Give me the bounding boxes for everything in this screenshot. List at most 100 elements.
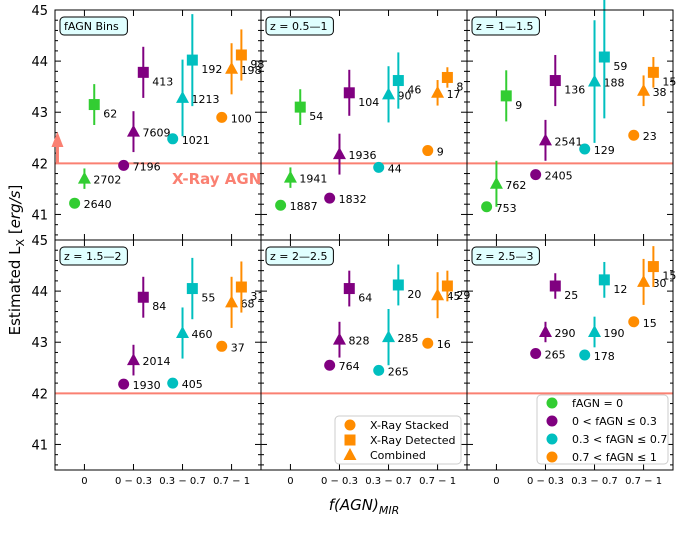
legend-stacked-label: X-Ray Stacked (370, 419, 449, 432)
point-label: 59 (613, 60, 627, 73)
detected-point (500, 90, 512, 102)
stacked-point (422, 337, 434, 349)
point-label: 1021 (182, 134, 210, 147)
legend-color-label: 0 < fAGN ≤ 0.3 (572, 415, 657, 428)
detected-point (186, 283, 198, 295)
detected-point (549, 75, 561, 87)
point-label: 7196 (133, 160, 161, 173)
stacked-point (579, 349, 591, 361)
detected-point (598, 274, 610, 286)
legend-color-label: 0.7 < fAGN ≤ 1 (572, 451, 657, 464)
panel-title: z = 0.5—1 (270, 20, 327, 33)
x-tick-label: 0.7 − 1 (213, 476, 250, 487)
combined-point (538, 325, 552, 337)
x-tick-label: 0.3 − 0.7 (159, 476, 206, 487)
detected-point (137, 66, 149, 78)
point-label: 2640 (84, 198, 112, 211)
panel-title-box (59, 246, 128, 266)
combined-point (77, 171, 91, 184)
point-label: 188 (604, 77, 625, 90)
point-label: 64 (358, 292, 372, 305)
combined-point (225, 295, 239, 308)
stacked-point (216, 340, 228, 352)
point-label: 764 (339, 360, 360, 373)
point-label: 828 (348, 335, 369, 348)
panel-title-box (265, 246, 334, 266)
y-tick-label: 42 (31, 387, 48, 402)
point-label: 1832 (339, 193, 367, 206)
legend-color-label: 0.3 < fAGN ≤ 0.7 (572, 433, 667, 446)
detected-point (88, 99, 100, 111)
stacked-point (373, 364, 385, 376)
combined-point (382, 87, 396, 100)
panel-title-box (265, 16, 334, 36)
stacked-point (275, 199, 287, 211)
point-label: 55 (201, 292, 215, 305)
y-axis-label: Estimated LX [erg/s] (6, 185, 27, 336)
point-label: 100 (231, 112, 252, 125)
panel-title: z = 2.5—3 (476, 250, 533, 263)
x-tick-label: 0 − 0.3 (321, 476, 358, 487)
legends: X-Ray Stacked X-Ray Detected Combined fAGN … (334, 394, 669, 465)
stacked-point (216, 111, 228, 123)
detected-point (598, 51, 610, 63)
point-label: 290 (554, 327, 575, 340)
stacked-point (579, 143, 591, 155)
legend-detected-marker (344, 434, 356, 446)
point-label: 2014 (142, 355, 170, 368)
detected-point (294, 101, 306, 113)
stacked-point (167, 377, 179, 389)
panel-title: z = 2—2.5 (270, 250, 327, 263)
point-label: 190 (604, 327, 625, 340)
x-axis-label: f(AGN)MIR (329, 496, 399, 517)
combined-point (538, 133, 552, 146)
point-label: 7609 (142, 127, 170, 140)
panel-title-box (471, 16, 540, 36)
point-label: 15 (662, 270, 676, 283)
legend-combined-marker (343, 448, 357, 460)
stacked-point (628, 129, 640, 141)
point-label: 1213 (192, 93, 220, 106)
point-label: 2405 (545, 170, 573, 183)
point-label: 405 (182, 378, 203, 391)
y-tick-label: 45 (31, 4, 48, 19)
combined-point (176, 90, 190, 103)
panels: 2640270262719676094131021121319210019898… (51, 0, 676, 471)
y-tick-label: 45 (31, 234, 48, 249)
point-label: 129 (594, 144, 615, 157)
legend-color-swatch (546, 415, 558, 427)
detected-point (549, 280, 561, 292)
x-tick-label: 0.7 − 1 (625, 476, 662, 487)
x-tick-label: 0.3 − 0.7 (365, 476, 412, 487)
point-label: 285 (398, 332, 419, 345)
point-label: 62 (103, 108, 117, 121)
detected-point (441, 71, 453, 83)
point-label: 30 (653, 277, 667, 290)
point-label: 15 (662, 75, 676, 88)
point-label: 46 (407, 84, 421, 97)
legend-color-swatch (546, 433, 558, 445)
stacked-point (324, 192, 336, 204)
combined-point (176, 326, 190, 339)
stacked-point (69, 197, 81, 209)
combined-point (382, 330, 396, 343)
point-label: 8 (456, 80, 463, 93)
legend-stacked-marker (344, 419, 356, 431)
point-label: 38 (653, 86, 667, 99)
combined-point (332, 147, 346, 160)
point-label: 44 (388, 162, 402, 175)
combined-point (489, 176, 503, 189)
detected-point (392, 75, 404, 87)
point-label: 178 (594, 350, 615, 363)
point-label: 1887 (290, 200, 318, 213)
tick-labels: 41 42 43 44 45 41 42 43 44 45 0 0 − 0.3 0.3 − 0.7 0.7… (31, 4, 662, 487)
stacked-point (167, 133, 179, 145)
x-tick-label: 0.3 − 0.7 (571, 476, 618, 487)
combined-point (637, 83, 651, 96)
stacked-point (530, 347, 542, 359)
